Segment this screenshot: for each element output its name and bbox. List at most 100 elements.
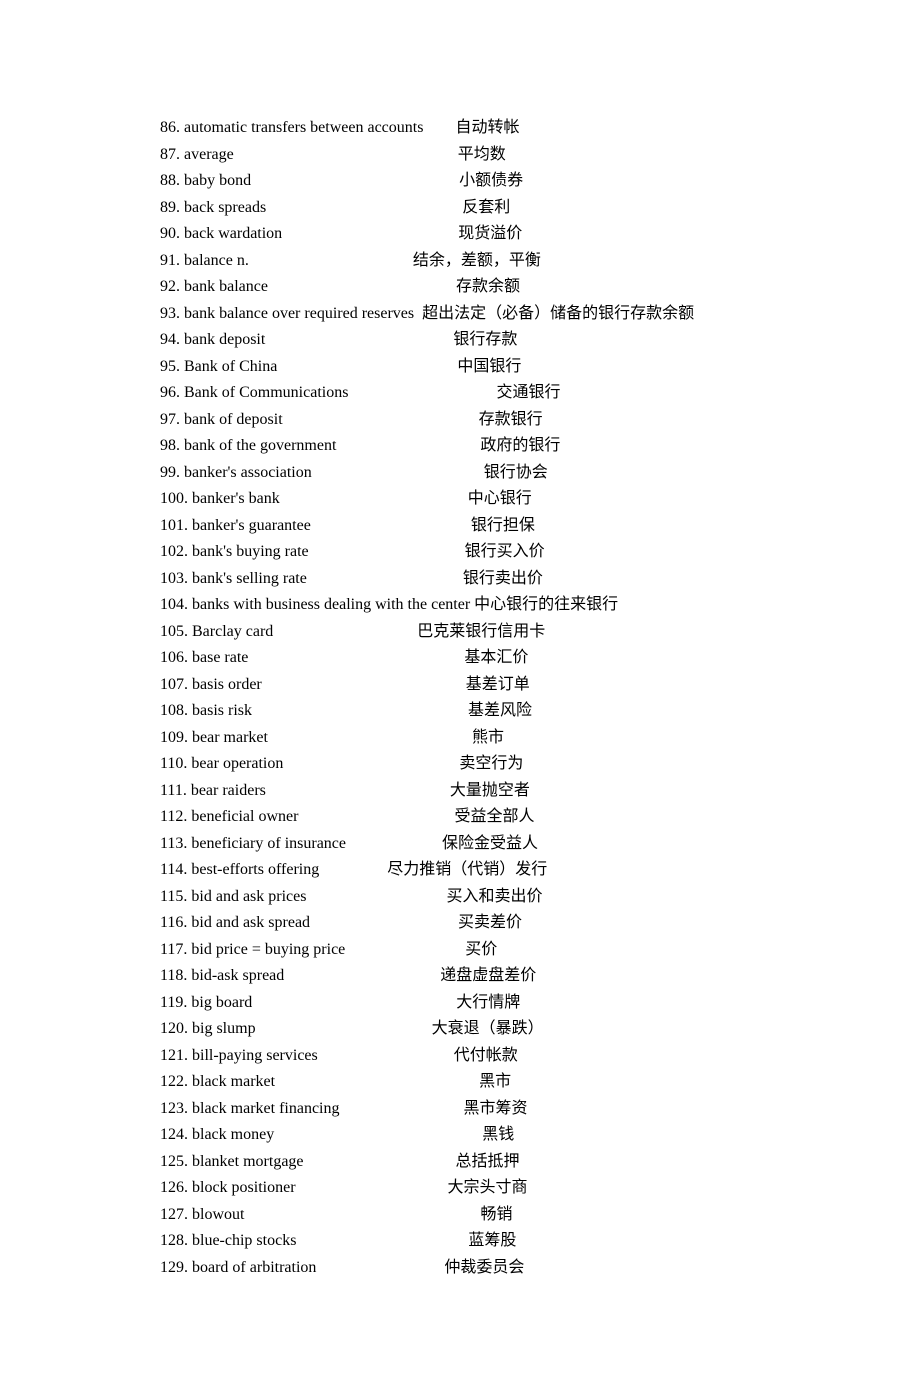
entry-chinese: 买价: [465, 941, 497, 958]
entry-number: 93.: [160, 305, 184, 322]
vocabulary-entry: 109. bear market 熊市: [160, 725, 770, 752]
entry-chinese: 小额债券: [459, 172, 523, 189]
entry-chinese: 蓝筹股: [468, 1232, 516, 1249]
entry-number: 87.: [160, 146, 184, 163]
entry-spacer: [252, 702, 468, 719]
entry-chinese: 代付帐款: [454, 1047, 518, 1064]
vocabulary-entry: 96. Bank of Communications 交通银行: [160, 380, 770, 407]
entry-number: 114.: [160, 861, 187, 878]
entry-english: Bank of China: [184, 358, 277, 375]
entry-number: 127.: [160, 1206, 188, 1223]
entry-spacer: [423, 119, 455, 136]
vocabulary-entry: 105. Barclay card 巴克莱银行信用卡: [160, 619, 770, 646]
entry-spacer: [306, 888, 446, 905]
entry-number: 96.: [160, 384, 184, 401]
entry-spacer: [234, 146, 458, 163]
entry-english: baby bond: [184, 172, 251, 189]
entry-number: 124.: [160, 1126, 188, 1143]
entry-number: 97.: [160, 411, 184, 428]
entry-number: 86.: [160, 119, 184, 136]
vocabulary-entry: 97. bank of deposit 存款银行: [160, 407, 770, 434]
vocabulary-entry: 112. beneficial owner 受益全部人: [160, 804, 770, 831]
entry-chinese: 大衰退（暴跌）: [432, 1020, 544, 1037]
vocabulary-entry: 107. basis order 基差订单: [160, 672, 770, 699]
entry-chinese: 仲裁委员会: [444, 1259, 524, 1276]
entry-chinese: 银行协会: [484, 464, 548, 481]
entry-english: bill-paying services: [188, 1047, 318, 1064]
entry-number: 117.: [160, 941, 187, 958]
entry-spacer: [273, 623, 417, 640]
entry-english: average: [184, 146, 234, 163]
entry-spacer: [266, 782, 450, 799]
entry-spacer: [282, 225, 458, 242]
vocabulary-entry: 125. blanket mortgage 总括抵押: [160, 1149, 770, 1176]
entry-english: bank's selling rate: [188, 570, 307, 587]
entry-english: Barclay card: [188, 623, 273, 640]
entry-spacer: [318, 1047, 454, 1064]
entry-number: 128.: [160, 1232, 188, 1249]
entry-number: 91.: [160, 252, 184, 269]
entry-chinese: 交通银行: [496, 384, 560, 401]
entry-number: 129.: [160, 1259, 188, 1276]
entry-spacer: [268, 278, 456, 295]
vocabulary-entry: 115. bid and ask prices 买入和卖出价: [160, 884, 770, 911]
entry-number: 105.: [160, 623, 188, 640]
vocabulary-entry: 103. bank's selling rate 银行卖出价: [160, 566, 770, 593]
entry-spacer: [304, 1153, 456, 1170]
vocabulary-entry: 90. back wardation 现货溢价: [160, 221, 770, 248]
entry-spacer: [262, 676, 466, 693]
entry-spacer: [298, 808, 454, 825]
vocabulary-entry: 100. banker's bank 中心银行: [160, 486, 770, 513]
vocabulary-entry: 110. bear operation 卖空行为: [160, 751, 770, 778]
entry-chinese: 银行卖出价: [463, 570, 543, 587]
entry-english: bank deposit: [184, 331, 265, 348]
entry-number: 104.: [160, 596, 188, 613]
entry-english: base rate: [188, 649, 248, 666]
entry-number: 106.: [160, 649, 188, 666]
entry-spacer: [283, 411, 479, 428]
entry-chinese: 大宗头寸商: [448, 1179, 528, 1196]
entry-spacer: [310, 914, 458, 931]
entry-english: beneficial owner: [187, 808, 298, 825]
entry-number: 92.: [160, 278, 184, 295]
entry-spacer: [280, 490, 468, 507]
entry-english: bid-ask spread: [187, 967, 284, 984]
entry-english: black market financing: [188, 1100, 340, 1117]
entry-spacer: [345, 941, 465, 958]
vocabulary-entry: 98. bank of the government 政府的银行: [160, 433, 770, 460]
entry-spacer: [414, 305, 422, 322]
entry-chinese: 大量抛空者: [450, 782, 530, 799]
entry-number: 103.: [160, 570, 188, 587]
entry-chinese: 中国银行: [457, 358, 521, 375]
entry-english: banker's association: [184, 464, 312, 481]
vocabulary-entry: 124. black money 黑钱: [160, 1122, 770, 1149]
entry-number: 126.: [160, 1179, 188, 1196]
vocabulary-entry: 127. blowout 畅销: [160, 1202, 770, 1229]
entry-number: 113.: [160, 835, 187, 852]
entry-spacer: [309, 543, 465, 560]
entry-english: bank balance: [184, 278, 268, 295]
entry-number: 123.: [160, 1100, 188, 1117]
entry-english: blue-chip stocks: [188, 1232, 296, 1249]
entry-chinese: 熊市: [472, 729, 504, 746]
entry-english: black money: [188, 1126, 274, 1143]
entry-spacer: [307, 570, 463, 587]
entry-number: 125.: [160, 1153, 188, 1170]
entry-number: 108.: [160, 702, 188, 719]
entry-number: 115.: [160, 888, 187, 905]
vocabulary-entry: 94. bank deposit 银行存款: [160, 327, 770, 354]
entry-spacer: [249, 252, 413, 269]
entry-english: bear raiders: [187, 782, 266, 799]
entry-spacer: [348, 384, 496, 401]
entry-chinese: 存款银行: [479, 411, 543, 428]
entry-spacer: [277, 358, 457, 375]
entry-chinese: 银行担保: [471, 517, 535, 534]
entry-number: 99.: [160, 464, 184, 481]
entry-number: 102.: [160, 543, 188, 560]
entry-spacer: [244, 1206, 480, 1223]
entry-chinese: 中心银行: [468, 490, 532, 507]
vocabulary-entry: 91. balance n. 结余，差额，平衡: [160, 248, 770, 275]
vocabulary-entry: 101. banker's guarantee 银行担保: [160, 513, 770, 540]
vocabulary-entry: 104. banks with business dealing with th…: [160, 592, 770, 619]
entry-chinese: 巴克莱银行信用卡: [417, 623, 545, 640]
